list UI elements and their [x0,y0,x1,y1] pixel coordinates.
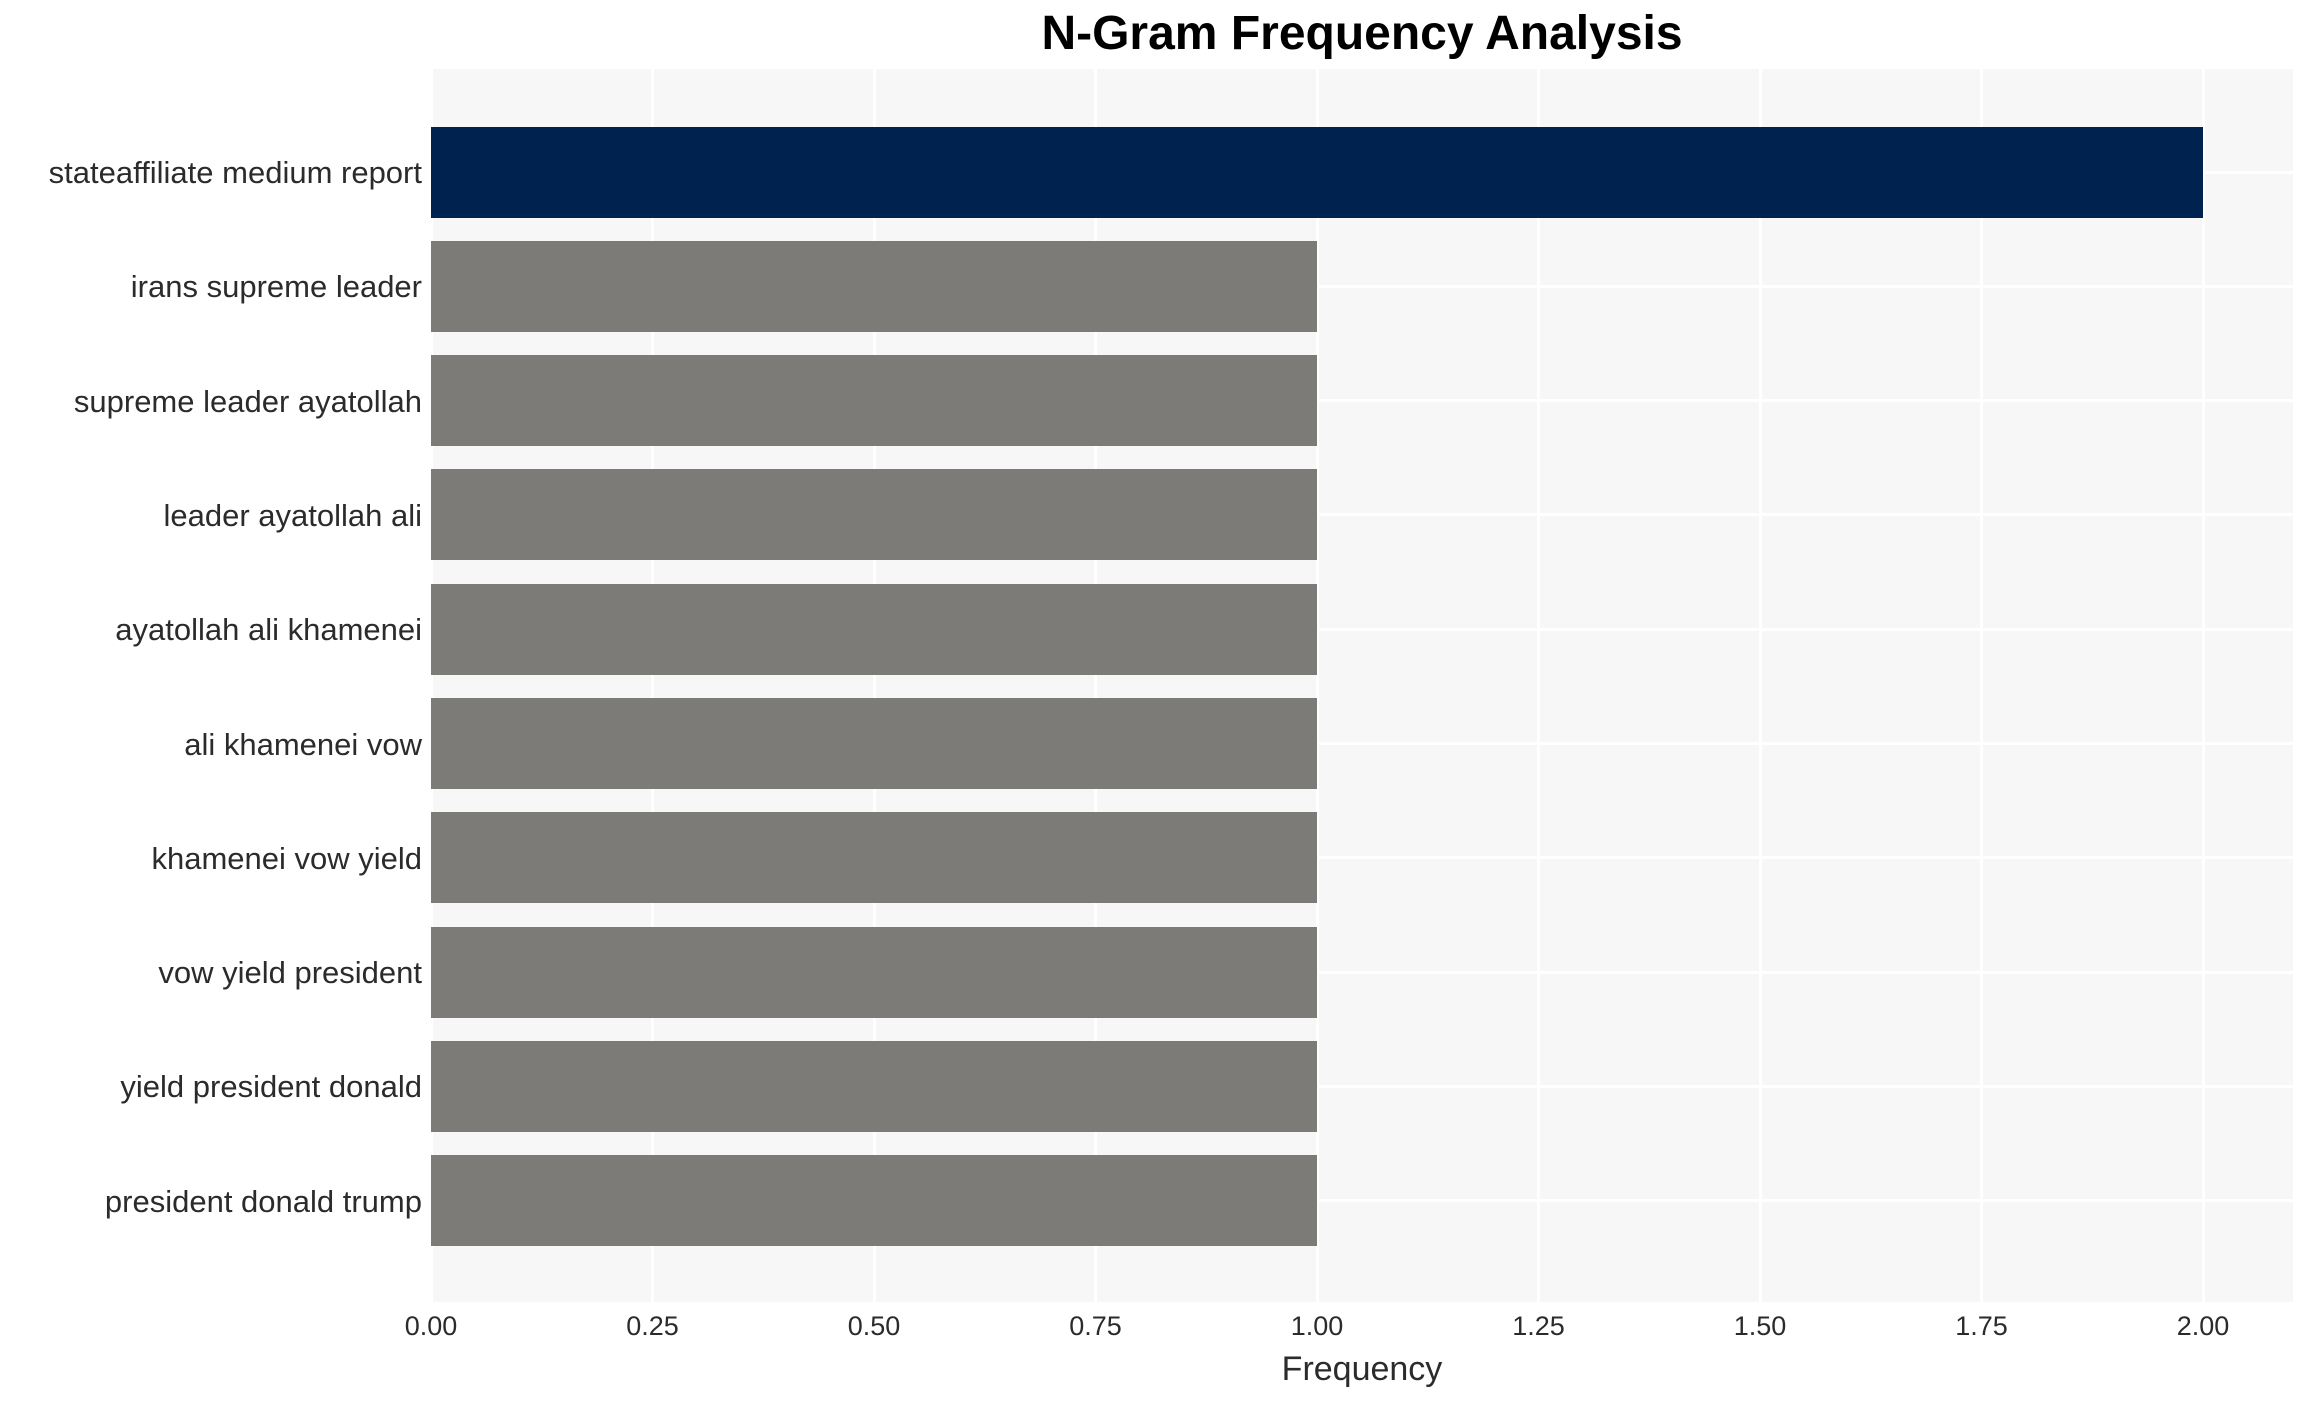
y-tick-label: supreme leader ayatollah [73,383,422,419]
bar-6 [431,698,1317,789]
x-tick-label: 2.00 [2176,1311,2230,1341]
y-tick-label: president donald trump [104,1183,422,1219]
y-tick-label: irans supreme leader [130,269,422,305]
x-gridline [429,69,433,1302]
x-gridline [1315,69,1319,1302]
x-gridline [1758,69,1762,1302]
bar-3 [431,355,1317,447]
y-gridline [431,856,2293,860]
y-tick-label: ayatollah ali khamenei [115,612,422,648]
x-axis-title: Frequency [1281,1350,1443,1388]
bar-4 [431,469,1317,561]
y-gridline [431,513,2293,517]
x-tick-label: 1.00 [1290,1311,1344,1341]
y-gridline [431,1199,2293,1203]
bar-2 [431,240,1317,332]
x-tick-label: 1.25 [1512,1311,1565,1341]
x-gridline [651,69,654,1302]
bar-10 [431,1155,1317,1247]
y-tick-label: yield president donald [120,1069,422,1105]
y-gridline [431,1084,2293,1088]
y-tick-label: stateaffiliate medium report [48,155,422,190]
x-tick-label: 0.50 [847,1311,901,1341]
bar-8 [431,926,1317,1018]
plot-area [429,69,2293,1302]
bar-1 [431,126,2203,218]
y-tick-label: khamenei vow yield [151,840,422,876]
x-tick-label: 0.25 [626,1311,679,1341]
x-tick-label: 0.00 [404,1311,458,1341]
x-gridline [1094,69,1097,1302]
y-gridline [431,742,2293,745]
bar-7 [431,812,1317,904]
x-gridline [872,69,876,1302]
x-gridline [1980,69,1983,1302]
y-gridline [431,399,2293,403]
bar-5 [431,583,1317,675]
x-gridline [1537,69,1540,1302]
y-gridline [431,284,2293,288]
bar-9 [431,1040,1317,1132]
x-tick-label: 0.75 [1069,1311,1122,1341]
y-tick-label: vow yield president [158,955,422,991]
y-tick-label: ali khamenei vow [184,726,422,762]
y-gridline [431,627,2293,631]
y-tick-label: leader ayatollah ali [163,497,422,533]
x-gridline [2201,69,2205,1302]
chart-title: N-Gram Frequency Analysis [1041,7,1683,60]
y-gridline [431,970,2293,974]
x-tick-label: 1.75 [1955,1311,2008,1341]
x-tick-label: 1.50 [1733,1311,1787,1341]
